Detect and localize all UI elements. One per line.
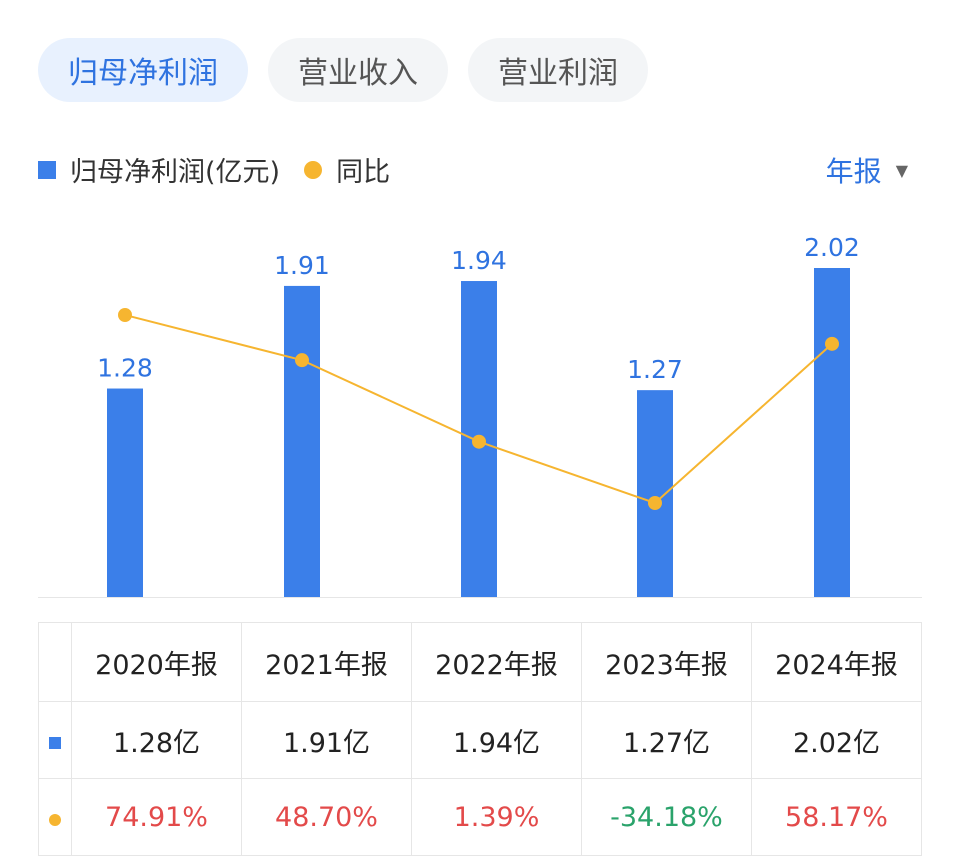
table-header: 2024年报 [751,622,922,702]
bar-value-label: 1.94 [451,246,507,275]
caret-down-icon: ▼ [895,160,908,180]
data-table: 2020年报 2021年报 2022年报 2023年报 2024年报 1.28亿… [38,622,922,856]
profit-row-marker [38,701,72,779]
tab-revenue[interactable]: 营业收入 [268,38,448,102]
table-header: 2022年报 [411,622,582,702]
period-select-value: 年报 [825,155,882,188]
bar-legend-label: 归母净利润(亿元) [70,157,281,188]
tab-operating-profit[interactable]: 营业利润 [468,38,648,102]
bar-value-label: 1.91 [274,251,330,280]
chart-legend: 归母净利润(亿元) 同比 [38,150,390,189]
table-cell: -34.18% [581,778,752,856]
table-cell: 2.02亿 [751,701,922,779]
profit-chart: 1.28 1.91 1.94 1.27 2.02 [38,233,922,598]
bar-value-label: 1.28 [97,354,153,383]
table-cell: 74.91% [71,778,242,856]
table-header-row: 2020年报 2021年报 2022年报 2023年报 2024年报 [38,622,922,702]
table-header: 2020年报 [71,622,242,702]
table-row-profit: 1.28亿 1.91亿 1.94亿 1.27亿 2.02亿 [38,701,922,779]
table-cell: 1.91亿 [241,701,412,779]
yoy-point [118,308,132,322]
bar [107,388,143,597]
bar [814,268,850,597]
table-corner [38,622,72,702]
metric-tabs: 归母净利润 营业收入 营业利润 [38,38,648,102]
table-cell: 48.70% [241,778,412,856]
square-marker-icon [49,736,61,749]
dot-marker-icon [49,813,61,826]
yoy-point [295,353,309,368]
table-header: 2021年报 [241,622,412,702]
table-header: 2023年报 [581,622,752,702]
line-legend-label: 同比 [336,157,391,188]
table-cell: 1.27亿 [581,701,752,779]
yoy-point [648,496,662,510]
bar [637,390,673,597]
bar-value-label: 2.02 [804,233,860,262]
table-cell: 1.94亿 [411,701,582,779]
table-cell: 1.39% [411,778,582,856]
period-select[interactable]: 年报 ▼ [826,150,908,190]
table-cell: 58.17% [751,778,922,856]
line-legend-icon [304,160,323,179]
table-cell: 1.28亿 [71,701,242,779]
yoy-point [472,434,486,449]
bar [284,285,320,597]
yoy-row-marker [38,778,72,856]
tab-net-profit[interactable]: 归母净利润 [38,38,248,102]
yoy-point [825,336,839,351]
table-row-yoy: 74.91% 48.70% 1.39% -34.18% 58.17% [38,778,922,856]
bar-value-label: 1.27 [627,355,683,384]
bar-legend-icon [38,160,56,179]
